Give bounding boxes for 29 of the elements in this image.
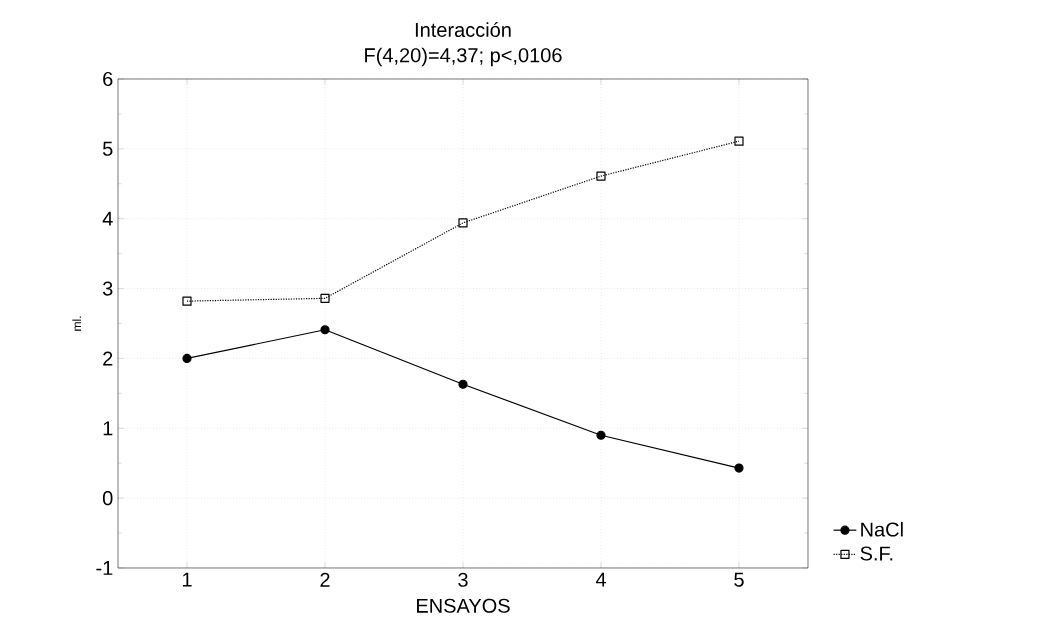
y-tick-label: -1 — [96, 561, 113, 575]
x-tick-label: 1 — [182, 572, 192, 587]
y-tick-label: 6 — [103, 71, 113, 87]
legend-label: NaCl — [861, 521, 903, 537]
point — [734, 463, 744, 473]
point — [734, 136, 744, 146]
y-tick-label: 5 — [102, 141, 113, 156]
point — [458, 379, 468, 389]
point — [182, 353, 192, 364]
y-tick-label: 4 — [102, 211, 113, 226]
x-tick-label: 5 — [734, 572, 744, 587]
y-axis-title: ml. — [72, 316, 82, 331]
point — [182, 296, 192, 306]
legend-label: S.F. — [860, 546, 893, 561]
y-tick-label: 2 — [103, 351, 113, 366]
y-tick-label: 3 — [102, 281, 113, 296]
chart-subtitle: F(4,20)=4,37; p<,0106 — [365, 47, 562, 67]
y-tick-label: 0 — [102, 491, 113, 506]
x-axis-title: ENSAYOS — [417, 598, 510, 613]
x-tick-label: 4 — [595, 572, 606, 587]
point — [596, 430, 606, 440]
point — [320, 293, 330, 303]
y-tick-label: 1 — [103, 421, 113, 436]
chart-title: Interacción — [415, 22, 511, 37]
point — [596, 171, 606, 181]
point — [320, 325, 330, 335]
point — [458, 218, 468, 228]
x-tick-label: 3 — [458, 572, 468, 587]
x-tick-label: 2 — [320, 572, 330, 587]
